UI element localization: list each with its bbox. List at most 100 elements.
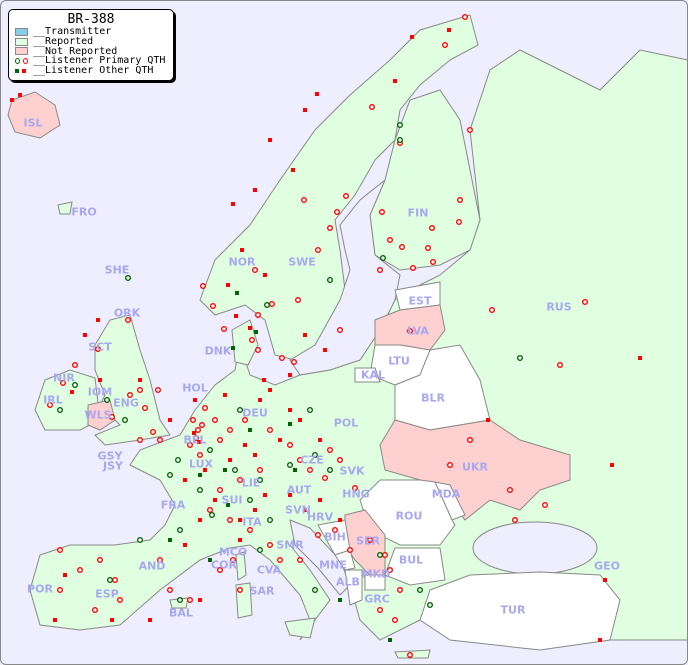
country-label-est: EST (408, 294, 432, 308)
listener-primary-qth-marker (246, 497, 253, 504)
listener-other-qth-marker (254, 330, 258, 334)
listener-other-qth-marker (192, 431, 196, 435)
listener-other-qth-marker (70, 390, 74, 394)
listener-other-qth-marker (226, 503, 230, 507)
listener-primary-qth-marker (447, 462, 454, 469)
listener-primary-qth-marker (208, 512, 215, 519)
listener-primary-qth-marker (206, 447, 213, 454)
listener-primary-qth-marker (387, 567, 394, 574)
country-label-gsy: GSY (97, 449, 123, 463)
listener-other-qth-marker (638, 356, 642, 360)
listener-other-qth-marker (96, 318, 100, 322)
listener-primary-qth-marker (332, 527, 339, 534)
listener-other-qth-marker (234, 314, 238, 318)
listener-other-qth-marker (253, 188, 257, 192)
listener-primary-qth-marker (124, 275, 131, 282)
country-label-grc: GRC (364, 592, 390, 606)
listener-primary-qth-marker (166, 587, 173, 594)
listener-primary-qth-marker (154, 387, 161, 394)
listener-primary-qth-marker (312, 452, 319, 459)
listener-other-qth-marker (268, 138, 272, 142)
listener-primary-qth-marker (407, 652, 414, 659)
listener-other-qth-marker (223, 468, 227, 472)
listener-primary-qth-marker (141, 405, 148, 412)
listener-primary-qth-marker (410, 265, 417, 272)
listener-primary-qth-marker (216, 437, 223, 444)
not-reported-swatch (15, 47, 28, 56)
legend-transmitter: __Transmitter (9, 25, 173, 37)
country-label-smr: SMR (276, 538, 304, 552)
listener-primary-qth-marker (467, 126, 474, 133)
land-corsica (235, 551, 247, 581)
listener-other-qth-marker (288, 493, 292, 497)
listener-other-qth-marker (447, 28, 451, 32)
listener-primary-qth-marker (126, 392, 133, 399)
country-isl (7, 91, 61, 139)
listener-primary-qth-marker (517, 355, 524, 362)
listener-primary-qth-marker (196, 452, 203, 459)
country-label-rou: ROU (395, 509, 423, 523)
listener-primary-qth-marker (251, 267, 258, 274)
listener-primary-qth-marker (254, 347, 261, 354)
listener-primary-qth-marker (241, 417, 248, 424)
listener-other-qth-marker (338, 518, 342, 522)
listener-other-qth-marker (288, 408, 292, 412)
listener-primary-qth-marker (327, 467, 334, 474)
listener-primary-qth-marker (136, 387, 143, 394)
listener-other-qth-marker (303, 333, 307, 337)
listener-primary-qth-marker (343, 192, 350, 199)
country-label-iom: IOM (87, 385, 113, 399)
country-label-cor: COR (211, 558, 237, 572)
country-label-por: POR (27, 582, 53, 596)
country-label-nor: NOR (228, 255, 256, 269)
listener-other-qth-marker (243, 443, 247, 447)
country-label-fin: FIN (407, 206, 429, 220)
country-label-ukr: UKR (462, 460, 488, 474)
country-label-bal: BAL (169, 606, 193, 620)
sea-baltic (289, 179, 401, 376)
country-label-alb: ALB (336, 575, 360, 589)
land-faroe (57, 201, 73, 215)
listener-other-qth-marker (253, 453, 257, 457)
legend-label: __Transmitter (33, 25, 112, 37)
country-label-bih: BIH (324, 530, 346, 544)
listener-primary-qth-marker (216, 487, 223, 494)
country-label-dnk: DNK (204, 344, 232, 358)
listener-primary-qth-marker (186, 597, 193, 604)
listener-other-qth-marker (610, 463, 614, 467)
listener-primary-qth-marker (211, 417, 218, 424)
listener-primary-qth-marker (277, 557, 284, 564)
country-kal (354, 367, 381, 383)
listener-other-qth-marker (253, 508, 257, 512)
listener-other-qth-marker (197, 440, 201, 444)
country-mne (334, 549, 356, 571)
listener-primary-qth-marker (176, 527, 183, 534)
listener-primary-qth-marker (347, 547, 354, 554)
listener-other-qth-marker (110, 618, 114, 622)
listener-primary-qth-marker (377, 607, 384, 614)
country-label-isl: ISL (23, 116, 43, 130)
circle-marker-icon (15, 58, 28, 65)
country-label-irl: IRL (43, 393, 63, 407)
listener-primary-qth-marker (103, 397, 110, 404)
listener-other-qth-marker (291, 168, 295, 172)
listener-primary-qth-marker (377, 552, 384, 559)
listener-other-qth-marker (263, 493, 267, 497)
listener-other-qth-marker (183, 478, 187, 482)
listener-other-qth-marker (240, 248, 244, 252)
listener-primary-qth-marker (507, 487, 514, 494)
listener-primary-qth-marker (91, 607, 98, 614)
listener-other-qth-marker (303, 108, 307, 112)
listener-primary-qth-marker (462, 13, 469, 20)
listener-primary-qth-marker (287, 442, 294, 449)
legend-label: __Listener Other QTH (33, 65, 154, 77)
listener-primary-qth-marker (267, 517, 274, 524)
sea-black (472, 521, 598, 575)
country-label-rus: RUS (546, 300, 572, 314)
listener-primary-qth-marker (442, 42, 449, 49)
country-label-bel: BEL (183, 433, 207, 447)
listener-other-qth-marker (83, 333, 87, 337)
country-label-esp: ESP (95, 587, 119, 601)
listener-primary-qth-marker (295, 297, 302, 304)
listener-other-qth-marker (268, 388, 272, 392)
